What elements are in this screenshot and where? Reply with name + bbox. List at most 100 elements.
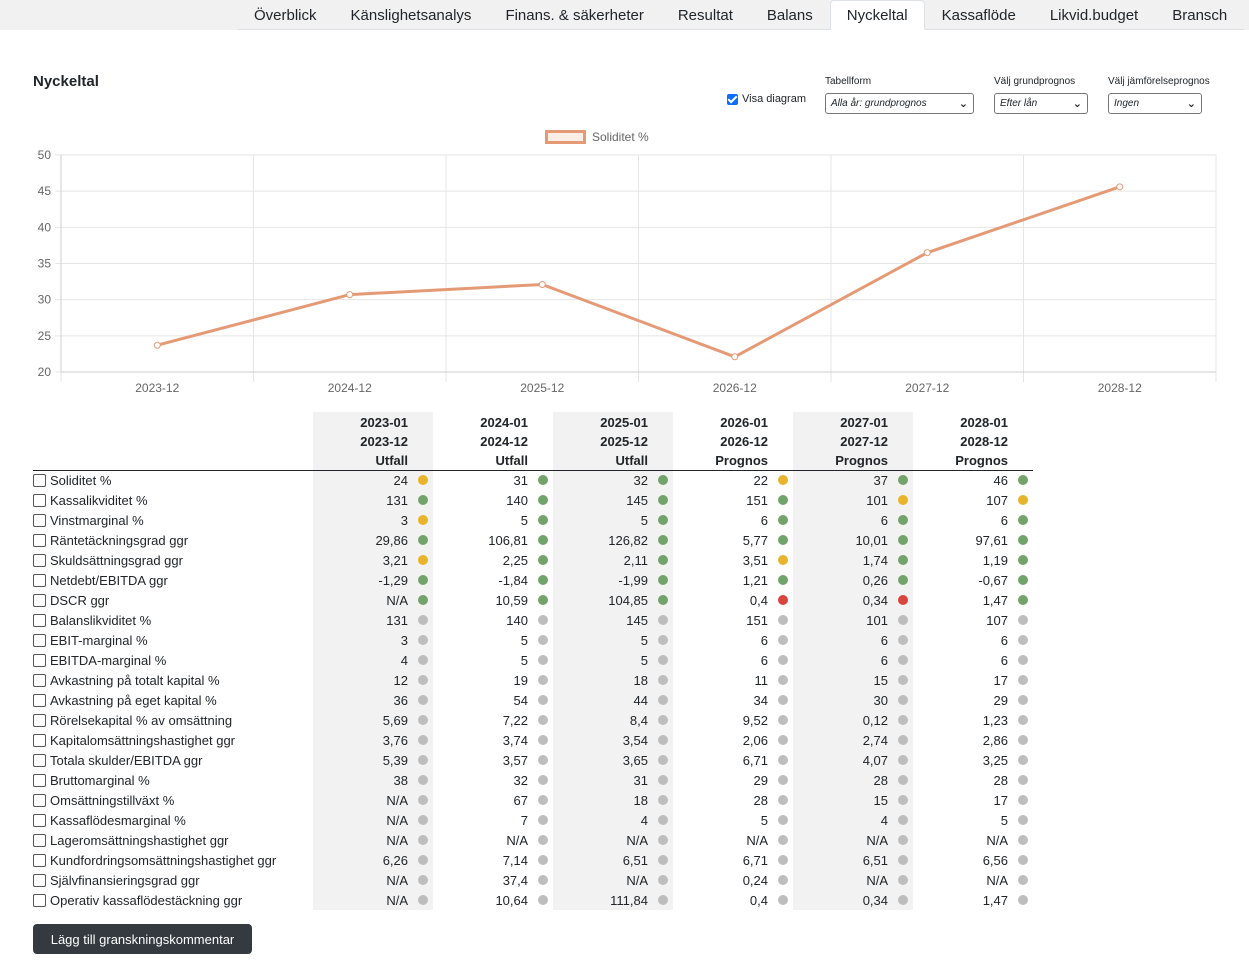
status-dot-icon: [418, 675, 428, 685]
row-label: Lageromsättningshastighet ggr: [50, 832, 229, 848]
table-form-select[interactable]: Alla år: grundprognos ⌄: [825, 93, 974, 114]
row-label: Kundfordringsomsättningshastighet ggr: [50, 852, 277, 868]
cell-value: 101: [866, 612, 888, 628]
tab-8[interactable]: Bransch: [1172, 6, 1228, 24]
cell-value: 28: [873, 772, 888, 788]
value-wrap: N/A: [313, 873, 433, 888]
table-row: Vinstmarginal % 3 5 5 6 6 6: [33, 510, 1033, 530]
chart-legend[interactable]: Soliditet %: [545, 130, 649, 144]
tab-6[interactable]: Kassaflöde: [941, 6, 1016, 24]
tab-5[interactable]: Nyckeltal: [829, 0, 925, 30]
show-diagram-label: Visa diagram: [742, 93, 806, 105]
row-checkbox[interactable]: [33, 473, 46, 487]
cell-value: 1,23: [982, 712, 1008, 728]
value-cell: 7,14: [433, 850, 553, 870]
value-cell: 6: [793, 650, 913, 670]
value-cell: 5: [553, 510, 673, 530]
value-cell: 2,11: [553, 550, 673, 570]
cell-value: 36: [393, 692, 408, 708]
row-checkbox[interactable]: [33, 773, 46, 787]
row-checkbox[interactable]: [33, 893, 46, 907]
value-cell: 5: [553, 630, 673, 650]
cell-value: 10,01: [855, 532, 888, 548]
cell-value: 6,56: [982, 852, 1008, 868]
value-wrap: 5,77: [673, 533, 793, 548]
status-dot-icon: [418, 515, 428, 525]
value-cell: 111,84: [553, 890, 673, 910]
row-checkbox[interactable]: [33, 653, 46, 667]
value-wrap: 131: [313, 613, 433, 628]
show-diagram-checkbox[interactable]: [727, 93, 738, 105]
status-dot-icon: [1018, 515, 1028, 525]
value-wrap: 101: [793, 613, 913, 628]
row-checkbox[interactable]: [33, 553, 46, 567]
add-review-comment-button[interactable]: Lägg till granskningskommentar: [33, 924, 252, 954]
row-checkbox[interactable]: [33, 873, 46, 887]
row-checkbox[interactable]: [33, 753, 46, 767]
tab-3[interactable]: Resultat: [677, 6, 733, 24]
status-dot-icon: [1018, 855, 1028, 865]
status-dot-icon: [538, 515, 548, 525]
cell-value: 3,54: [622, 732, 648, 748]
value-wrap: 24: [313, 473, 433, 488]
value-cell: 101: [793, 490, 913, 510]
cell-value: 3,25: [982, 752, 1008, 768]
row-checkbox[interactable]: [33, 513, 46, 527]
value-cell: 145: [553, 490, 673, 510]
row-checkbox[interactable]: [33, 793, 46, 807]
value-wrap: 15: [793, 793, 913, 808]
cell-value: 5: [1000, 812, 1008, 828]
table-row: Operativ kassaflödestäckning ggr N/A 10,64…: [33, 890, 1033, 910]
row-checkbox[interactable]: [33, 733, 46, 747]
value-wrap: 3,57: [433, 753, 553, 768]
row-checkbox[interactable]: [33, 813, 46, 827]
value-cell: 6,71: [673, 850, 793, 870]
period-header-line3: Prognos: [955, 452, 1008, 468]
row-checkbox[interactable]: [33, 493, 46, 507]
compare-forecast-select[interactable]: Ingen ⌄: [1108, 93, 1202, 114]
value-cell: 97,61: [913, 530, 1033, 550]
row-checkbox[interactable]: [33, 853, 46, 867]
tab-1[interactable]: Känslighetsanalys: [350, 6, 472, 24]
value-wrap: 46: [913, 473, 1033, 488]
value-wrap: 151: [673, 493, 793, 508]
tab-0[interactable]: Överblick: [254, 6, 317, 24]
row-checkbox[interactable]: [33, 573, 46, 587]
cell-value: 17: [993, 792, 1008, 808]
status-dot-icon: [658, 755, 668, 765]
value-wrap: 29: [673, 773, 793, 788]
row-label-cell: Omsättningstillväxt %: [33, 790, 313, 810]
row-checkbox[interactable]: [33, 613, 46, 627]
base-forecast-select[interactable]: Efter lån ⌄: [994, 93, 1088, 114]
value-cell: 9,52: [673, 710, 793, 730]
status-dot-icon: [778, 735, 788, 745]
tab-2[interactable]: Finans. & säkerheter: [505, 6, 644, 24]
status-dot-icon: [658, 715, 668, 725]
row-checkbox[interactable]: [33, 693, 46, 707]
row-label-wrap: Kassaflödesmarginal %: [33, 813, 313, 828]
value-wrap: 3: [313, 633, 433, 648]
status-dot-icon: [538, 655, 548, 665]
cell-value: 101: [866, 492, 888, 508]
status-dot-icon: [1018, 495, 1028, 505]
row-checkbox[interactable]: [33, 713, 46, 727]
row-checkbox[interactable]: [33, 593, 46, 607]
tab-4[interactable]: Balans: [766, 6, 813, 24]
show-diagram-toggle[interactable]: Visa diagram: [727, 93, 806, 105]
tab-7[interactable]: Likvid.budget: [1049, 6, 1139, 24]
value-cell: 32: [433, 770, 553, 790]
value-cell: 29,86: [313, 530, 433, 550]
cell-value: 15: [873, 792, 888, 808]
table-row: Bruttomarginal % 38 32 31 29 28 28: [33, 770, 1033, 790]
period-header: 2026-01 2026-12 Prognos: [673, 412, 793, 471]
status-dot-icon: [658, 855, 668, 865]
row-checkbox[interactable]: [33, 633, 46, 647]
table-row: Avkastning på totalt kapital % 12 19 18 11 15…: [33, 670, 1033, 690]
status-dot-icon: [1018, 475, 1028, 486]
row-checkbox[interactable]: [33, 673, 46, 687]
cell-value: 151: [746, 612, 768, 628]
row-checkbox[interactable]: [33, 533, 46, 547]
row-label: Bruttomarginal %: [50, 772, 150, 788]
value-cell: 151: [673, 610, 793, 630]
row-checkbox[interactable]: [33, 833, 46, 847]
